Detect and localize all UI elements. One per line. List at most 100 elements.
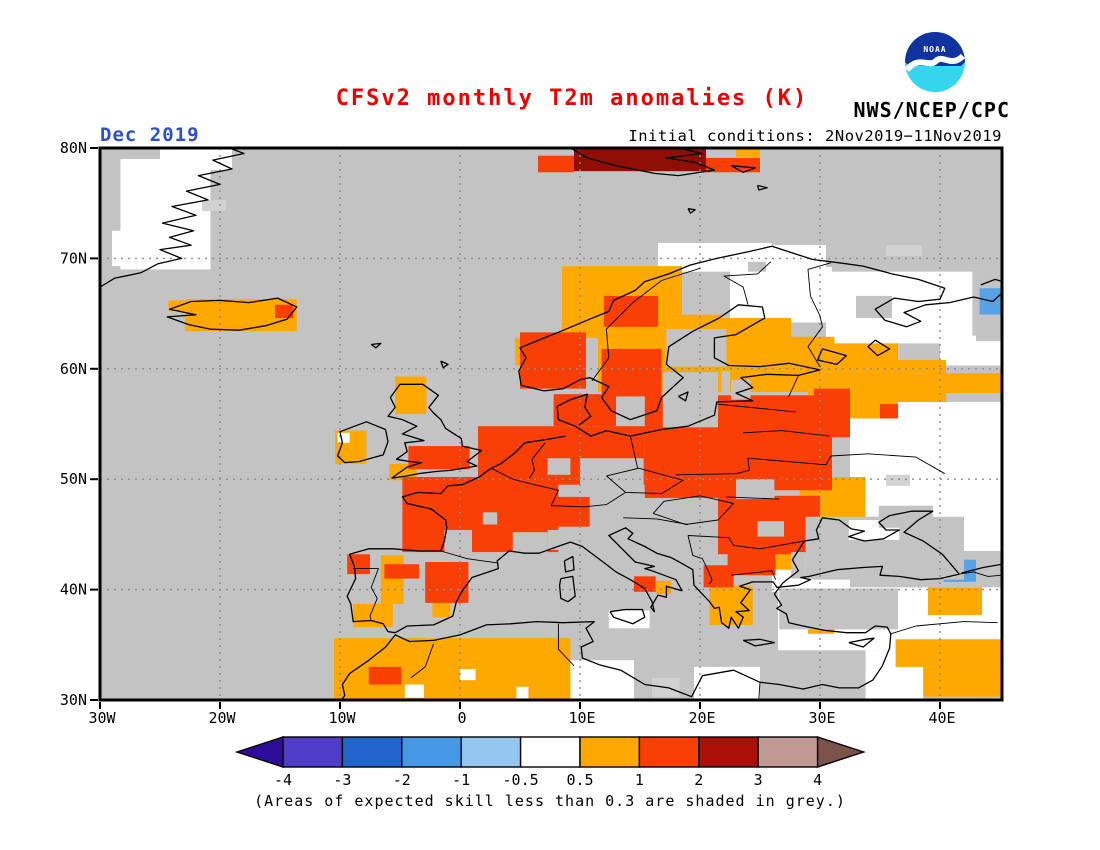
country-borders xyxy=(353,261,1002,700)
anomaly-cell xyxy=(886,245,922,257)
anomaly-cell xyxy=(112,230,136,267)
colorbar-segment xyxy=(579,736,641,768)
anomaly-cell xyxy=(923,666,1002,697)
anomaly-cell xyxy=(727,545,776,576)
anomaly-cell xyxy=(856,295,892,319)
lat-tick-label: 30N xyxy=(60,691,87,709)
agency-label: NWS/NCEP/CPC xyxy=(853,98,1010,122)
anomaly-cell xyxy=(736,148,760,157)
anomaly-cell xyxy=(444,529,472,553)
lon-tick-label: 20W xyxy=(208,709,236,727)
colorbar-tick-label: -2 xyxy=(393,771,411,789)
anomaly-cell xyxy=(826,271,973,344)
lat-tick-label: 60N xyxy=(60,360,87,378)
lon-tick-label: 10E xyxy=(568,709,595,727)
anomaly-cell xyxy=(512,532,548,554)
anomaly-cell xyxy=(604,295,658,327)
anomaly-cell xyxy=(748,261,766,272)
anomaly-cell xyxy=(666,329,727,367)
anomaly-cell xyxy=(946,373,1002,394)
anomaly-cell xyxy=(736,479,775,500)
lat-tick-label: 50N xyxy=(60,470,87,488)
anomaly-cell xyxy=(160,148,232,171)
anomaly-cell xyxy=(592,496,645,522)
colorbar-tick-label: -0.5 xyxy=(503,771,539,789)
anomaly-cell xyxy=(404,684,424,698)
lon-tick-label: 10W xyxy=(328,709,356,727)
anomaly-cell xyxy=(898,359,946,402)
lon-tick-label: 30W xyxy=(88,709,116,727)
colorbar-tick-label: 3 xyxy=(754,771,763,789)
anomaly-cell xyxy=(601,348,662,397)
anomaly-cell xyxy=(568,660,634,700)
colorbar-segment xyxy=(638,736,700,768)
anomaly-cell xyxy=(353,603,393,628)
coastlines xyxy=(100,148,1002,700)
anomaly-cell xyxy=(655,580,672,595)
colorbar-segment xyxy=(401,736,462,768)
anomaly-cell xyxy=(662,372,718,428)
anomaly-cell xyxy=(547,529,571,550)
logo-top-half xyxy=(905,32,965,66)
anomaly-cell xyxy=(384,564,420,579)
anomaly-cell xyxy=(425,562,469,603)
initial-conditions-label: Initial conditions: 2Nov2019−11Nov2019 xyxy=(628,127,1002,145)
map-frame xyxy=(98,146,1004,702)
colorbar-segment xyxy=(460,736,522,768)
noaa-logo-icon: NOAA xyxy=(904,32,966,92)
colorbar-tick-label: 1 xyxy=(635,771,644,789)
colorbar-legend: -4 -3 -2 -1 -0.5 0.5 1 2 3 4 xyxy=(234,736,866,789)
page-title: CFSv2 monthly T2m anomalies (K) xyxy=(335,86,809,111)
anomaly-cell xyxy=(347,554,370,575)
seagull-icon xyxy=(904,53,966,73)
anomaly-cell xyxy=(574,148,706,172)
anomaly-cell xyxy=(337,432,350,443)
anomaly-cell xyxy=(275,304,294,319)
skill-caption: (Areas of expected skill less than 0.3 a… xyxy=(254,792,846,810)
anomaly-cell xyxy=(460,669,476,681)
anomaly-cell xyxy=(580,458,644,497)
anomaly-cell xyxy=(791,552,806,579)
anomaly-cell xyxy=(703,565,734,588)
lat-tick-label: 40N xyxy=(60,581,87,599)
colorbar-tick-label: 4 xyxy=(813,771,822,789)
anomaly-cell xyxy=(547,458,571,475)
colorbar-left-arrow xyxy=(234,736,284,768)
lon-tick-label: 40E xyxy=(928,709,955,727)
axis-ticks xyxy=(90,147,941,709)
anomaly-cell xyxy=(706,157,760,173)
colorbar-tick-label: 0.5 xyxy=(566,771,593,789)
anomaly-cell xyxy=(380,555,404,604)
colorbar-segment xyxy=(519,736,581,768)
anomaly-cell xyxy=(895,639,1002,667)
lon-tick-label: 30E xyxy=(808,709,835,727)
anomaly-cell xyxy=(928,587,982,615)
anomaly-cell xyxy=(976,314,1002,342)
anomaly-cell xyxy=(168,300,186,312)
anomaly-cell xyxy=(520,332,586,389)
colorbar-segment xyxy=(757,736,819,768)
anomaly-cell xyxy=(432,601,451,618)
colorbar-tick-label: -3 xyxy=(333,771,351,789)
colorbar-right-arrow xyxy=(816,736,866,768)
anomaly-cell xyxy=(730,267,832,323)
anomaly-cell xyxy=(532,496,590,527)
anomaly-cell xyxy=(538,155,574,173)
colorbar-segment xyxy=(341,736,403,768)
forecast-month-label: Dec 2019 xyxy=(100,124,200,146)
anomaly-cell xyxy=(757,521,784,537)
anomaly-cell xyxy=(886,474,910,486)
anomaly-cell xyxy=(694,666,760,700)
anomaly-cell xyxy=(634,576,656,592)
lat-tick-label: 70N xyxy=(60,249,87,267)
anomaly-cell xyxy=(202,199,226,211)
anomaly-cell xyxy=(880,404,898,419)
gridlines xyxy=(100,148,1002,700)
noaa-logo: NOAA xyxy=(903,30,967,94)
anomaly-cell xyxy=(368,666,402,685)
anomaly-cell xyxy=(516,686,529,700)
lon-tick-label: 0 xyxy=(457,709,466,727)
anomaly-cell xyxy=(395,376,427,415)
